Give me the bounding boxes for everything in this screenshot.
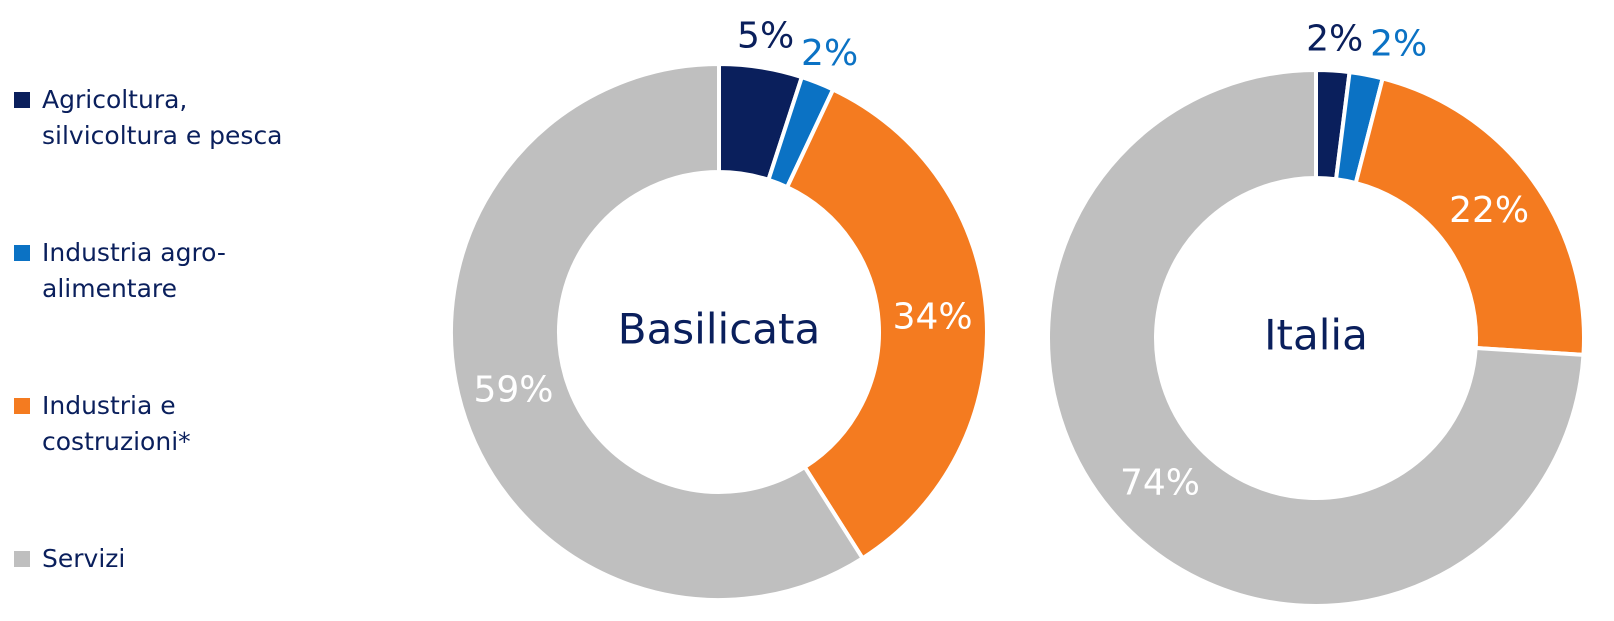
legend-label: Industria e costruzioni* <box>42 391 191 456</box>
donut-segment <box>1046 67 1586 608</box>
legend-label: Industria agro-alimentare <box>42 238 226 303</box>
data-label: 22% <box>1449 190 1529 231</box>
data-label: 2% <box>1370 23 1427 64</box>
data-label: 2% <box>1306 19 1363 60</box>
legend-label: Agricoltura, silvicoltura e pesca <box>42 85 283 150</box>
donut-segment <box>449 61 866 602</box>
legend-item: Industria e costruzioni* <box>14 388 314 460</box>
data-label: 2% <box>801 33 858 74</box>
data-label: 5% <box>737 16 794 57</box>
legend-item: Agricoltura, silvicoltura e pesca <box>14 82 314 154</box>
legend-item: Industria agro-alimentare <box>14 235 314 307</box>
legend-label: Servizi <box>42 544 126 573</box>
data-label: 59% <box>473 370 553 411</box>
data-label: 34% <box>893 297 973 338</box>
legend-item: Servizi <box>14 541 314 577</box>
legend-swatch <box>14 92 30 108</box>
legend-swatch <box>14 245 30 261</box>
legend-swatch <box>14 551 30 567</box>
legend-swatch <box>14 398 30 414</box>
donut-segment <box>1353 75 1586 357</box>
data-label: 74% <box>1120 462 1200 503</box>
center-label: Basilicata <box>618 305 820 354</box>
center-label: Italia <box>1264 311 1368 360</box>
donut-segment <box>784 86 989 562</box>
